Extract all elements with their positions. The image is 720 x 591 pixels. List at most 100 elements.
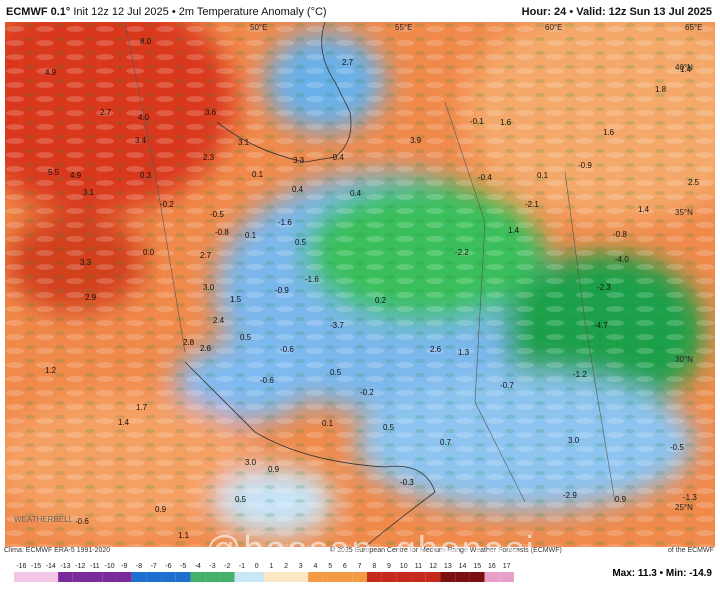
colorbar-tick: 6: [343, 563, 347, 570]
colorbar-bin: [175, 572, 191, 582]
colorbar-bin: [440, 572, 456, 582]
colorbar-tick: -15: [31, 563, 41, 570]
anomaly-value: 1.6: [500, 118, 512, 127]
copyright: © 2025 European Centre for Medium-Range …: [330, 547, 562, 554]
colorbar-tick: 3: [299, 563, 303, 570]
anomaly-value: 3.0: [568, 436, 580, 445]
colorbar-bin: [43, 572, 59, 582]
colorbar-tick: 8: [372, 563, 376, 570]
colorbar-tick: -1: [239, 563, 245, 570]
anomaly-value: 0.1: [537, 171, 549, 180]
anomaly-value: -1.6: [305, 275, 319, 284]
anomaly-value: 4.9: [70, 171, 82, 180]
anomaly-value: -0.4: [478, 173, 492, 182]
max-min: Max: 11.3 • Min: -14.9: [612, 568, 712, 579]
colorbar-bin: [499, 572, 514, 582]
colorbar-bin: [146, 572, 162, 582]
colorbar-bin: [102, 572, 117, 582]
anomaly-value: 0.5: [383, 423, 395, 432]
anomaly-value: 1.3: [458, 348, 470, 357]
lat-label: 30°N: [675, 355, 693, 364]
colorbar-tick: -10: [105, 563, 115, 570]
watermark: @haasan_ghenasi: [205, 528, 536, 569]
anomaly-value: -4.7: [594, 321, 608, 330]
anomaly-value: 0.7: [440, 438, 452, 447]
anomaly-value: 5.5: [48, 168, 60, 177]
lon-label: 60°E: [545, 23, 562, 32]
credit: of the ECMWF: [668, 547, 714, 554]
lon-label: 65°E: [685, 23, 702, 32]
anomaly-value: 0.9: [615, 495, 627, 504]
colorbar-bin: [293, 572, 309, 582]
colorbar-bin: [366, 572, 382, 582]
colorbar-bin: [322, 572, 338, 582]
anomaly-value: 1.1: [178, 531, 190, 540]
anomaly-value: -0.2: [160, 200, 174, 209]
anomaly-value: 0.2: [375, 296, 387, 305]
colorbar-tick: -9: [121, 563, 127, 570]
colorbar-tick: 16: [488, 563, 496, 570]
caspian-coast: [216, 22, 352, 163]
hour: Hour: 24: [521, 6, 567, 18]
colorbar-tick: 7: [358, 563, 362, 570]
colorbar-tick: -8: [136, 563, 142, 570]
anomaly-value: 3.6: [205, 108, 217, 117]
colorbar-bin: [219, 572, 235, 582]
lat-label: 40°N: [675, 63, 693, 72]
anomaly-value: 1.4: [508, 226, 520, 235]
colorbar-tick: -2: [224, 563, 230, 570]
anomaly-value: 2.7: [200, 251, 212, 260]
anomaly-value: -0.9: [275, 286, 289, 295]
colorbar-bin: [234, 572, 250, 582]
anomaly-value: 3.1: [238, 138, 250, 147]
colorbar-bin: [28, 572, 44, 582]
anomaly-value: -0.6: [280, 345, 294, 354]
valid: Valid: 12z Sun 13 Jul 2025: [576, 6, 712, 18]
model: ECMWF 0.1°: [6, 6, 71, 18]
header-right: Hour: 24 • Valid: 12z Sun 13 Jul 2025: [521, 6, 712, 18]
colorbar-tick: -7: [151, 563, 157, 570]
anomaly-value: -2.9: [563, 491, 577, 500]
anomaly-value: -0.6: [75, 517, 89, 526]
anomaly-value: 0.1: [252, 170, 264, 179]
anomaly-value: 3.9: [410, 136, 422, 145]
anomaly-value: -1.2: [573, 370, 587, 379]
anomaly-value: -1.6: [278, 218, 292, 227]
colorbar-tick: 9: [387, 563, 391, 570]
colorbar-tick: 14: [459, 563, 467, 570]
colorbar-bin: [352, 572, 367, 582]
anomaly-value: 0.0: [143, 248, 155, 257]
anomaly-value: -2.2: [455, 248, 469, 257]
colorbar-bin: [87, 572, 103, 582]
colorbar-bin: [116, 572, 132, 582]
colorbar-tick: 17: [503, 563, 511, 570]
anomaly-value: 3.0: [203, 283, 215, 292]
anomaly-value: 0.1: [245, 231, 257, 240]
colorbar-tick: -13: [60, 563, 70, 570]
anomaly-value: 1.2: [45, 366, 57, 375]
colorbar-bin: [249, 572, 264, 582]
anomaly-value: 1.5: [230, 295, 242, 304]
anomaly-value: 0.4: [350, 189, 362, 198]
colorbar-bin: [455, 572, 470, 582]
colorbar-bin: [308, 572, 323, 582]
anomaly-value: 2.3: [203, 153, 215, 162]
anomaly-value: 2.8: [183, 338, 195, 347]
logo: WEATHERBELL: [14, 515, 73, 524]
header-left: ECMWF 0.1° Init 12z 12 Jul 2025 • 2m Tem…: [6, 6, 327, 18]
colorbar-bin: [161, 572, 176, 582]
colorbar-tick: 4: [314, 563, 318, 570]
anomaly-value: -0.6: [260, 376, 274, 385]
anomaly-value: 4.0: [138, 113, 150, 122]
colorbar-tick: 11: [415, 563, 422, 570]
anomaly-value: 2.4: [213, 316, 225, 325]
min: Min: -14.9: [665, 568, 712, 579]
colorbar-tick: 1: [269, 563, 273, 570]
anomaly-value: 3.3: [80, 258, 92, 267]
colorbar-bin: [381, 572, 397, 582]
colorbar-bin: [278, 572, 294, 582]
anomaly-value: -0.3: [400, 478, 414, 487]
colorbar-tick: 10: [400, 563, 408, 570]
anomaly-value: 0.5: [235, 495, 247, 504]
anomaly-value: 0.4: [292, 185, 304, 194]
